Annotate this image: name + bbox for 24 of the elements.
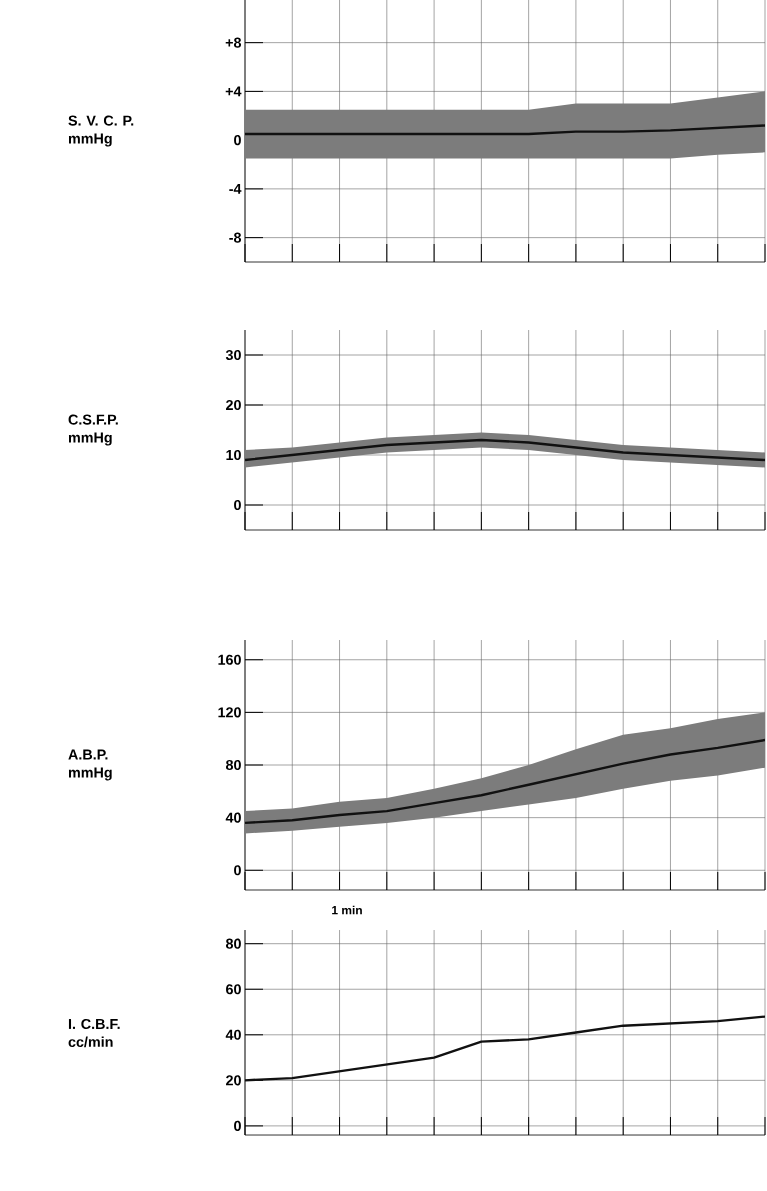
- y-tick-label: 0: [234, 135, 241, 146]
- y-tick-label: 10: [226, 449, 241, 461]
- y-tick-label: 40: [225, 1029, 241, 1040]
- y-tick-label: 0: [234, 1120, 241, 1131]
- y-tick-label: -8: [229, 232, 242, 243]
- y-tick-label: 0: [234, 499, 241, 511]
- y-tick-label: 160: [218, 654, 241, 665]
- y-tick-label: 20: [226, 399, 241, 411]
- text: 1 min: [332, 905, 362, 915]
- y-axis-title: S. V. C. P. mmHg: [68, 115, 134, 147]
- y-tick-label: 20: [226, 1075, 241, 1086]
- y-tick-label: -4: [229, 183, 242, 194]
- y-tick-label: 80: [225, 759, 241, 771]
- y-tick-label: 30: [225, 349, 241, 361]
- y-tick-label: +8: [225, 37, 242, 48]
- y-axis-title: A.B.P. mmHg: [68, 749, 112, 781]
- y-axis-title: C.S.F.P. mmHg: [68, 414, 118, 446]
- y-tick-label: 120: [218, 707, 241, 718]
- y-tick-label: 60: [226, 984, 241, 995]
- y-tick-label: 0: [234, 865, 241, 876]
- y-tick-label: 80: [225, 938, 241, 949]
- y-axis-title: I. C.B.F. cc/min: [68, 1018, 120, 1048]
- y-tick-label: 40: [225, 812, 241, 823]
- y-tick-label: +4: [225, 86, 242, 97]
